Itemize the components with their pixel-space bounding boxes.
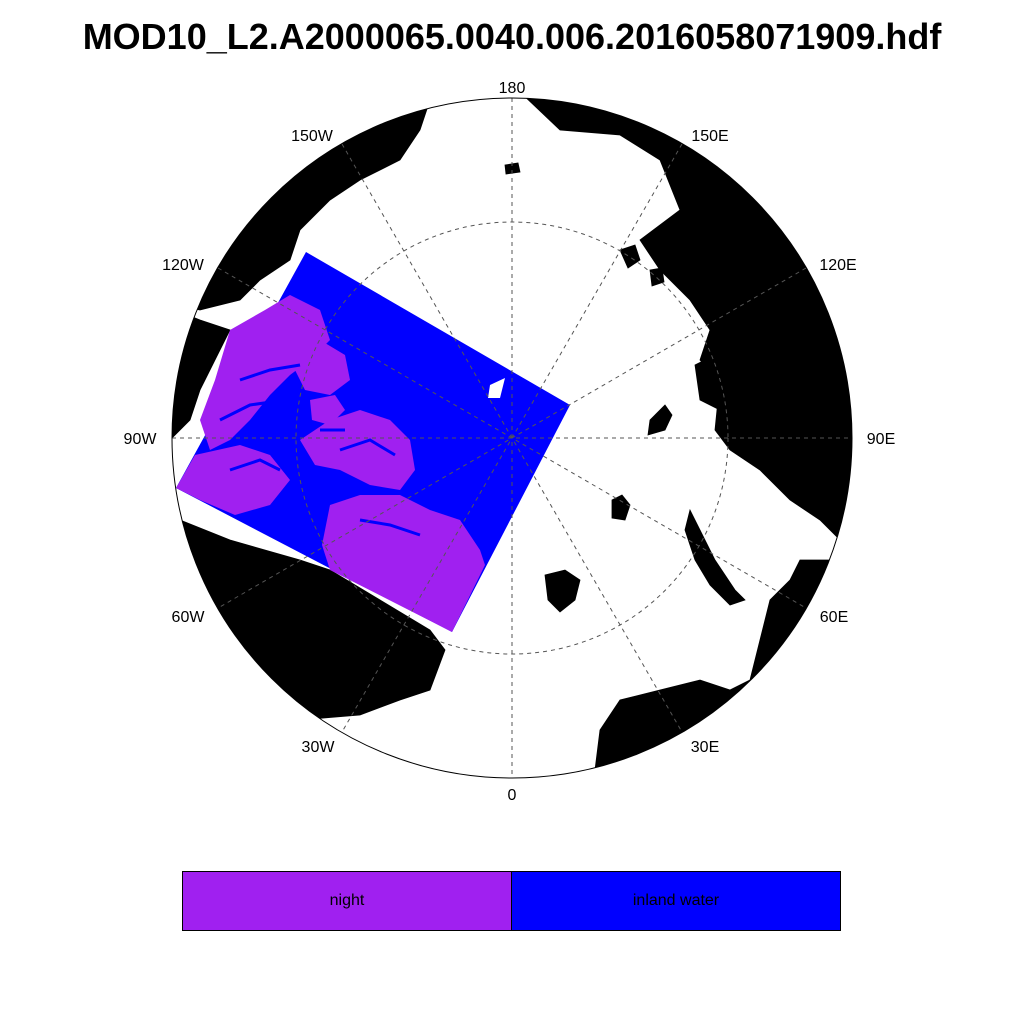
franz-josef-land [611,494,631,521]
label-lon-90e: 90E [867,431,895,448]
canada-west-land [172,299,231,451]
wrangel-island [504,162,521,175]
label-lon-30e: 30E [691,739,719,756]
label-lon-30w: 30W [302,739,336,756]
swath-gap [488,378,505,398]
new-siberian-islands [619,244,665,287]
label-lon-180: 180 [499,80,526,97]
legend-label-inland-water: inland water [632,892,720,909]
eurasia-land [459,98,852,778]
label-lon-60w: 60W [172,609,206,626]
label-lon-120w: 120W [162,257,205,274]
label-lon-150w: 150W [291,128,334,145]
map-border [171,97,853,779]
novaya-zemlya-land [684,508,746,606]
severnaya-zemlya-land [647,404,673,436]
label-lon-90w: 90W [124,431,158,448]
legend: night inland water [182,871,841,931]
swath-channels [219,363,421,537]
graticule [172,98,852,778]
legend-item-inland-water: inland water [511,872,840,930]
map-title: MOD10_L2.A2000065.0040.006.2016058071909… [82,16,942,57]
svalbard-land [544,569,581,613]
taymyr-land [694,354,741,411]
legend-label-night: night [329,892,365,909]
legend-item-night: night [183,872,511,930]
label-lon-0: 0 [508,787,517,804]
label-lon-60e: 60E [820,609,848,626]
label-lon-150e: 150E [691,128,728,145]
label-lon-120e: 120E [819,257,856,274]
